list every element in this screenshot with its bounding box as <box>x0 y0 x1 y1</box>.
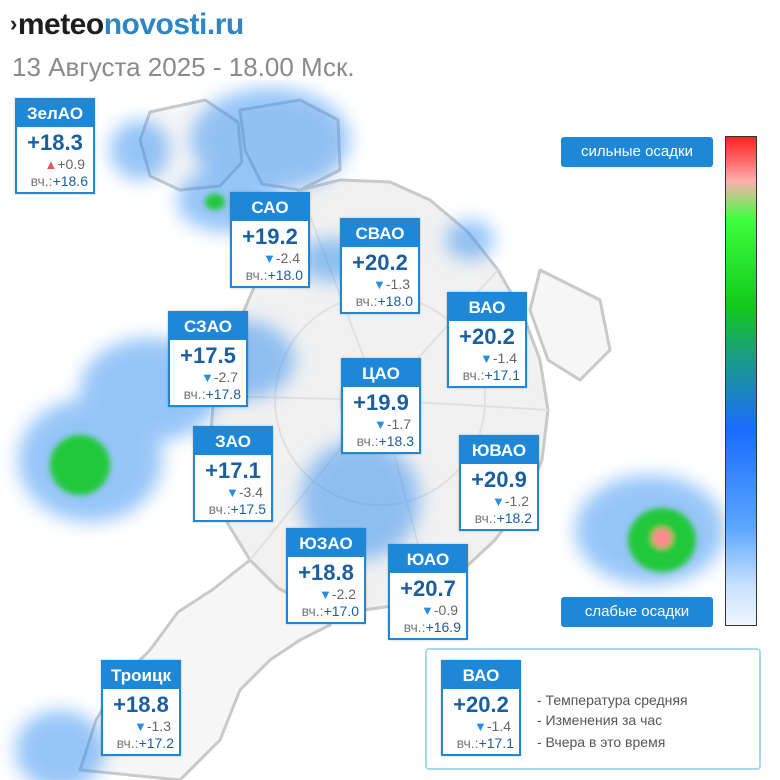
district-temperature: +20.7 <box>400 576 456 601</box>
yesterday-label: вч.: <box>301 603 324 619</box>
brand-logo[interactable]: ›meteonovosti.ru <box>10 8 244 42</box>
district-temperature: +18.8 <box>113 692 169 717</box>
yesterday-label: вч.: <box>30 173 53 189</box>
district-card-troitsk[interactable]: Троицк +18.8 ▼-1.3 вч.:+17.2 <box>101 660 181 756</box>
district-temperature: +18.8 <box>298 560 354 585</box>
change-arrow-down-icon: ▼ <box>134 719 147 734</box>
legend-sample-card: ВАО +20.2 ▼-1.4 вч.:+17.1 <box>441 660 521 756</box>
east-lobe <box>528 268 612 382</box>
legend-line-temperature: - Температура средняя <box>537 692 688 708</box>
district-hourly-change: -1.3 <box>146 718 171 734</box>
district-yesterday-temperature: +17.2 <box>138 735 174 751</box>
district-yesterday-temperature: +18.2 <box>496 510 532 526</box>
district-temperature: +17.5 <box>180 343 236 368</box>
district-hourly-change: +0.9 <box>57 156 85 172</box>
change-arrow-down-icon: ▼ <box>421 603 434 618</box>
yesterday-label: вч.: <box>403 619 426 635</box>
district-name: ЮАО <box>390 546 466 573</box>
district-name: ЦАО <box>343 360 419 387</box>
district-temperature: +20.2 <box>352 250 408 275</box>
scale-label-heavy: сильные осадки <box>561 137 713 167</box>
brand-marker: › <box>10 11 17 36</box>
change-arrow-down-icon: ▼ <box>480 351 493 366</box>
district-temperature: +18.3 <box>27 130 83 155</box>
change-arrow-down-icon: ▼ <box>474 719 487 734</box>
district-hourly-change: -2.4 <box>275 250 300 266</box>
district-name: САО <box>232 194 308 221</box>
district-card-zao[interactable]: ЗАО +17.1 ▼-3.4 вч.:+17.5 <box>193 426 273 522</box>
district-hourly-change: -1.2 <box>504 493 529 509</box>
district-temperature: +19.2 <box>242 224 298 249</box>
district-yesterday-temperature: +17.8 <box>205 386 241 402</box>
district-name: ЗелАО <box>17 100 93 127</box>
change-arrow-down-icon: ▼ <box>492 494 505 509</box>
yesterday-label: вч.: <box>208 501 231 517</box>
district-card-cao[interactable]: ЦАО +19.9 ▼-1.7 вч.:+18.3 <box>341 358 421 454</box>
district-name: ЮЗАО <box>288 530 364 557</box>
change-arrow-down-icon: ▼ <box>373 277 386 292</box>
change-arrow-down-icon: ▼ <box>226 485 239 500</box>
district-temperature: +20.2 <box>459 324 515 349</box>
precipitation-color-scale <box>725 136 757 626</box>
change-arrow-down-icon: ▼ <box>201 370 214 385</box>
district-yesterday-temperature: +17.1 <box>484 367 520 383</box>
district-name: ЗАО <box>195 428 271 455</box>
yesterday-label: вч.: <box>474 510 497 526</box>
district-hourly-change: -1.7 <box>386 416 411 432</box>
yesterday-label: вч.: <box>245 267 268 283</box>
district-hourly-change: -1.3 <box>385 276 410 292</box>
district-yesterday-temperature: +17.5 <box>230 501 266 517</box>
district-card-zelao[interactable]: ЗелАО +18.3 ▲+0.9 вч.:+18.6 <box>15 98 95 194</box>
district-yesterday-temperature: +18.6 <box>52 173 88 189</box>
district-name: СЗАО <box>170 313 246 340</box>
district-name: ВАО <box>449 294 525 321</box>
precipitation-core <box>50 194 696 572</box>
district-card-vao[interactable]: ВАО +20.2 ▼-1.4 вч.:+17.1 <box>447 292 527 388</box>
district-card-yuzao[interactable]: ЮЗАО +18.8 ▼-2.2 вч.:+17.0 <box>286 528 366 624</box>
district-temperature: +17.1 <box>205 458 261 483</box>
change-arrow-down-icon: ▼ <box>263 251 276 266</box>
scale-label-light: слабые осадки <box>561 597 713 627</box>
legend-sample-yesterday: +17.1 <box>478 735 514 751</box>
legend-sample-name: ВАО <box>443 662 519 689</box>
change-arrow-down-icon: ▼ <box>319 587 332 602</box>
brand-part-meteo: meteo <box>17 8 104 41</box>
district-hourly-change: -3.4 <box>238 484 263 500</box>
legend-line-change: - Изменения за час <box>537 712 663 728</box>
change-arrow-down-icon: ▼ <box>374 417 387 432</box>
district-name: ЮВАО <box>461 437 537 464</box>
district-name: СВАО <box>342 220 418 247</box>
yesterday-label: вч.: <box>456 735 479 751</box>
district-hourly-change: -1.4 <box>492 350 517 366</box>
yesterday-label: вч.: <box>355 293 378 309</box>
change-arrow-up-icon: ▲ <box>44 157 58 172</box>
district-temperature: +19.9 <box>353 390 409 415</box>
district-yesterday-temperature: +18.3 <box>378 433 414 449</box>
map-legend: ВАО +20.2 ▼-1.4 вч.:+17.1 - Температура … <box>425 648 761 770</box>
legend-line-yesterday: - Вчера в это время <box>537 734 666 750</box>
legend-sample-change: -1.4 <box>486 718 511 734</box>
district-hourly-change: -2.2 <box>331 586 356 602</box>
district-card-szao[interactable]: СЗАО +17.5 ▼-2.7 вч.:+17.8 <box>168 311 248 407</box>
district-name: Троицк <box>103 662 179 689</box>
district-hourly-change: -2.7 <box>213 369 238 385</box>
district-card-yuvao[interactable]: ЮВАО +20.9 ▼-1.2 вч.:+18.2 <box>459 435 539 531</box>
yesterday-label: вч.: <box>356 433 379 449</box>
district-yesterday-temperature: +18.0 <box>267 267 303 283</box>
legend-sample-temperature: +20.2 <box>453 692 509 717</box>
brand-part-novosti: novosti.ru <box>103 8 245 41</box>
district-yesterday-temperature: +17.0 <box>323 603 359 619</box>
yesterday-label: вч.: <box>183 386 206 402</box>
district-temperature: +20.9 <box>471 467 527 492</box>
district-card-yuao[interactable]: ЮАО +20.7 ▼-0.9 вч.:+16.9 <box>388 544 468 640</box>
forecast-datetime: 13 Августа 2025 - 18.00 Мск. <box>12 52 355 82</box>
district-yesterday-temperature: +16.9 <box>425 619 461 635</box>
yesterday-label: вч.: <box>116 735 139 751</box>
district-card-svao[interactable]: СВАО +20.2 ▼-1.3 вч.:+18.0 <box>340 218 420 314</box>
district-hourly-change: -0.9 <box>433 602 458 618</box>
yesterday-label: вч.: <box>462 367 485 383</box>
district-card-sao[interactable]: САО +19.2 ▼-2.4 вч.:+18.0 <box>230 192 310 288</box>
district-yesterday-temperature: +18.0 <box>377 293 413 309</box>
